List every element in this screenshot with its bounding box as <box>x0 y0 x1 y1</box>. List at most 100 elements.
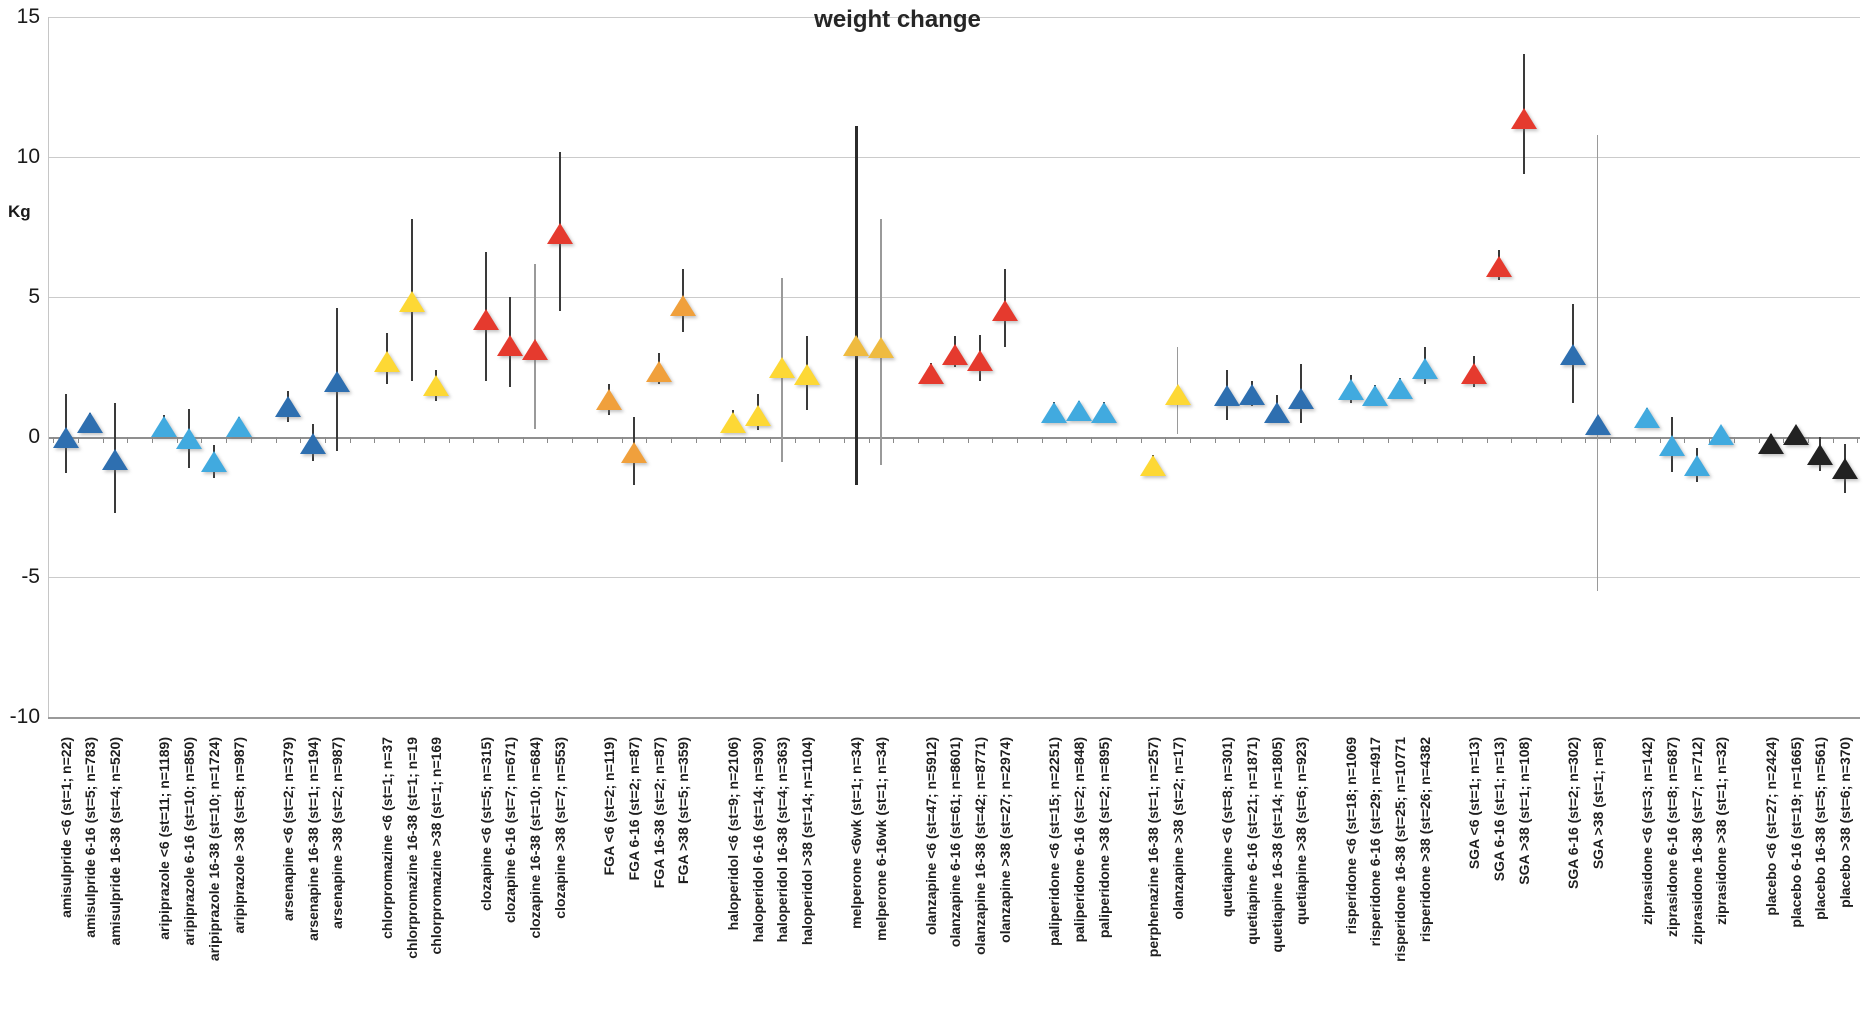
x-axis-label: olanzapine <6 (st=47; n=5912) <box>922 737 939 936</box>
x-axis-label: SGA >38 (st=1; n=108) <box>1515 737 1532 885</box>
x-axis-label: placebo 16-38 (st=5; n=561) <box>1812 737 1829 920</box>
x-axis-tick <box>1288 437 1290 443</box>
x-axis-tick <box>1437 437 1439 443</box>
gridline-y-10 <box>48 157 1860 159</box>
data-point-marker <box>1065 400 1092 422</box>
data-point-marker <box>1683 454 1710 476</box>
x-axis-tick <box>794 437 796 443</box>
data-point-marker <box>1041 401 1068 423</box>
error-bar <box>1596 134 1599 591</box>
x-axis-label: melperone 6-16wk (st=1; n=34) <box>873 737 890 941</box>
data-point-marker <box>274 396 301 418</box>
x-axis-label: aripiprazole >38 (st=8; n=987) <box>230 737 247 934</box>
x-axis-label: SGA 6-16 (st=2; n=302) <box>1565 737 1582 889</box>
data-point-marker <box>1659 435 1686 457</box>
x-axis-label: clozapine 6-16 (st=7; n=671) <box>502 737 519 923</box>
x-axis-tick <box>745 437 747 443</box>
x-axis-tick <box>1313 437 1315 443</box>
x-axis-tick <box>1165 437 1167 443</box>
data-point-marker <box>1164 383 1191 405</box>
x-axis-tick <box>1511 437 1513 443</box>
x-axis-label: SGA 6-16 (st=1; n=13) <box>1491 737 1508 882</box>
x-axis-label: aripiprazole 16-38 (st=10; n=1724) <box>205 737 222 962</box>
x-axis-tick <box>1115 437 1117 443</box>
data-point-marker <box>793 364 820 386</box>
data-point-marker <box>670 295 697 317</box>
x-axis-tick <box>151 437 153 443</box>
data-point-marker <box>472 309 499 331</box>
x-axis-tick <box>942 437 944 443</box>
x-axis-label: paliperidone >38 (st=2; n=895) <box>1095 737 1112 939</box>
x-axis-tick <box>621 437 623 443</box>
y-tick-label: -5 <box>21 564 40 588</box>
data-point-marker <box>942 344 969 366</box>
x-axis-label: haloperidol <6 (st=9; n=2106) <box>724 737 741 931</box>
x-axis-label: risperidone 6-16 (st=29; n=4917 <box>1367 737 1384 947</box>
x-axis-label: olanzapine 6-16 (st=61; n=8601) <box>947 737 964 948</box>
x-axis-label: placebo <6 (st=27; n=2424) <box>1762 737 1779 916</box>
y-tick-label: -10 <box>9 704 40 728</box>
x-axis-label: quetiapine 16-38 (st=14; n=1805) <box>1268 737 1285 953</box>
data-point-marker <box>620 442 647 464</box>
x-axis-tick <box>1214 437 1216 443</box>
x-axis-tick <box>572 437 574 443</box>
x-axis-label: SGA >38 (st=1; n=8) <box>1589 737 1606 870</box>
data-point-marker <box>101 449 128 471</box>
gridline-y-0 <box>48 437 1860 439</box>
x-axis-label: risperidone >38 (st=26; n=4382 <box>1416 737 1433 943</box>
data-point-marker <box>1362 385 1389 407</box>
gridline-y--10 <box>48 716 1860 719</box>
x-axis-label: olanzapine >38 (st=2; n=17) <box>1169 737 1186 920</box>
x-axis-tick <box>374 437 376 443</box>
x-axis-label: chlorpromazine >38 (st=1; n=169 <box>428 737 445 955</box>
gridline-y-5 <box>48 297 1860 299</box>
data-point-marker <box>522 338 549 360</box>
x-axis-label: FGA 6-16 (st=2; n=87) <box>625 737 642 881</box>
x-axis-tick <box>1461 437 1463 443</box>
data-point-marker <box>645 361 672 383</box>
x-axis-tick <box>918 437 920 443</box>
data-point-marker <box>423 375 450 397</box>
data-point-marker <box>52 427 79 448</box>
x-axis-tick <box>1041 437 1043 443</box>
x-axis-label: olanzapine 16-38 (st=42; n=8771) <box>971 737 988 955</box>
data-point-marker <box>1214 385 1241 407</box>
x-axis-tick <box>1363 437 1365 443</box>
data-point-marker <box>1337 379 1364 401</box>
x-axis-tick <box>1091 437 1093 443</box>
x-axis-tick <box>547 437 549 443</box>
data-point-marker <box>324 371 351 393</box>
x-axis-tick <box>769 437 771 443</box>
x-axis-label: risperidone <6 (st=18; n=1069 <box>1342 737 1359 935</box>
data-point-marker <box>744 404 771 426</box>
x-axis-label: placebo 6-16 (st=19; n=1665) <box>1787 737 1804 928</box>
data-point-marker <box>1807 443 1834 465</box>
data-point-marker <box>176 428 203 450</box>
x-axis-label: amisulpride <6 (st=1; n=22) <box>57 737 74 918</box>
x-axis-tick <box>127 437 129 443</box>
y-tick-label: 15 <box>16 5 40 29</box>
x-axis-tick <box>226 437 228 443</box>
x-axis-tick <box>1387 437 1389 443</box>
x-axis-label: FGA >38 (st=5; n=359) <box>675 737 692 884</box>
x-axis-tick <box>720 437 722 443</box>
x-axis-label: clozapine <6 (st=5; n=315) <box>477 737 494 911</box>
data-point-marker <box>1238 383 1265 405</box>
data-point-marker <box>917 362 944 384</box>
y-axis-unit-label: Kg <box>8 202 31 221</box>
x-axis-tick <box>275 437 277 443</box>
x-axis-tick <box>522 437 524 443</box>
x-axis-label: amisulpride 16-38 (st=4; n=520) <box>106 737 123 946</box>
x-axis-tick <box>868 437 870 443</box>
data-point-marker <box>1510 108 1537 130</box>
data-point-marker <box>596 389 623 411</box>
x-axis-label: FGA 16-38 (st=2; n=87) <box>650 737 667 889</box>
x-axis-tick <box>695 437 697 443</box>
data-point-marker <box>373 351 400 373</box>
x-axis-tick <box>448 437 450 443</box>
x-axis-tick <box>844 437 845 443</box>
data-point-marker <box>398 291 425 313</box>
x-axis-tick <box>1536 437 1538 443</box>
x-axis-tick <box>1585 437 1587 443</box>
